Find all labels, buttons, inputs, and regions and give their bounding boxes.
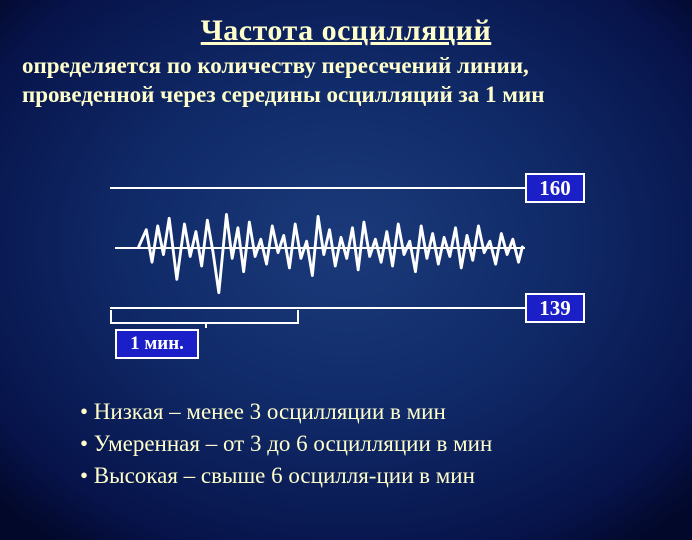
subtitle-line-2: проведенной через середины осцилляций за… xyxy=(22,82,544,107)
bracket-tick xyxy=(205,322,207,328)
interval-bracket xyxy=(110,310,299,324)
interval-label-box: 1 мин. xyxy=(115,329,199,359)
upper-value-box: 160 xyxy=(525,173,585,203)
slide-title: Частота осцилляций xyxy=(0,0,692,48)
bullet-item-high: • Высокая – свыше 6 осцилля-ции в мин xyxy=(80,460,492,492)
waveform xyxy=(110,165,530,325)
oscillation-chart: 160 139 1 мин. xyxy=(85,165,565,365)
slide: Частота осцилляций определяется по колич… xyxy=(0,0,692,540)
subtitle-line-1: определяется по количеству пересечений л… xyxy=(22,53,529,78)
slide-subtitle: определяется по количеству пересечений л… xyxy=(0,48,692,110)
lower-value-box: 139 xyxy=(525,293,585,323)
bullet-list: • Низкая – менее 3 осцилляции в мин • Ум… xyxy=(80,396,492,493)
bullet-item-moderate: • Умеренная – от 3 до 6 осцилляции в мин xyxy=(80,428,492,460)
waveform-path xyxy=(139,214,523,292)
bullet-item-low: • Низкая – менее 3 осцилляции в мин xyxy=(80,396,492,428)
